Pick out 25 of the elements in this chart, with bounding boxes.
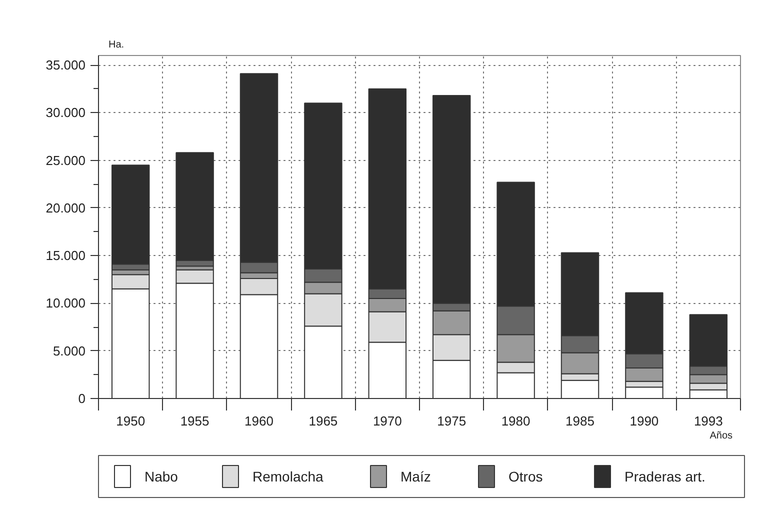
y-tick-label: 25.000 (46, 152, 86, 168)
legend-label: Nabo (144, 468, 178, 484)
legend-label: Remolacha (252, 468, 324, 484)
x-tick-label: 1993 (694, 414, 723, 428)
y-tick-label: 20.000 (46, 200, 86, 216)
y-tick-label: 10.000 (46, 296, 86, 311)
y-tick-label: 5.000 (52, 343, 86, 358)
x-tick-label: 1950 (116, 414, 146, 428)
x-tick-label: 1990 (630, 414, 659, 428)
x-axis-title: Años (710, 430, 733, 442)
x-tick-label: 1985 (566, 414, 594, 428)
x-tick-label: 1975 (437, 414, 466, 428)
y-axis-title: Ha. (108, 40, 124, 50)
y-tick-label: 35.000 (46, 58, 86, 73)
x-tick-label: 1970 (372, 414, 402, 428)
x-tick-label: 1965 (308, 414, 338, 428)
y-tick-label: 15.000 (46, 248, 86, 264)
x-tick-label: 1960 (244, 414, 274, 428)
x-tick-label: 1980 (501, 414, 530, 428)
y-tick-label: 0 (78, 391, 86, 406)
x-tick-label: 1955 (180, 414, 210, 428)
legend-label: Otros (508, 468, 543, 484)
legend-label: Maíz (400, 468, 431, 484)
y-tick-label: 30.000 (46, 105, 86, 120)
legend-label: Praderas art. (624, 468, 706, 484)
